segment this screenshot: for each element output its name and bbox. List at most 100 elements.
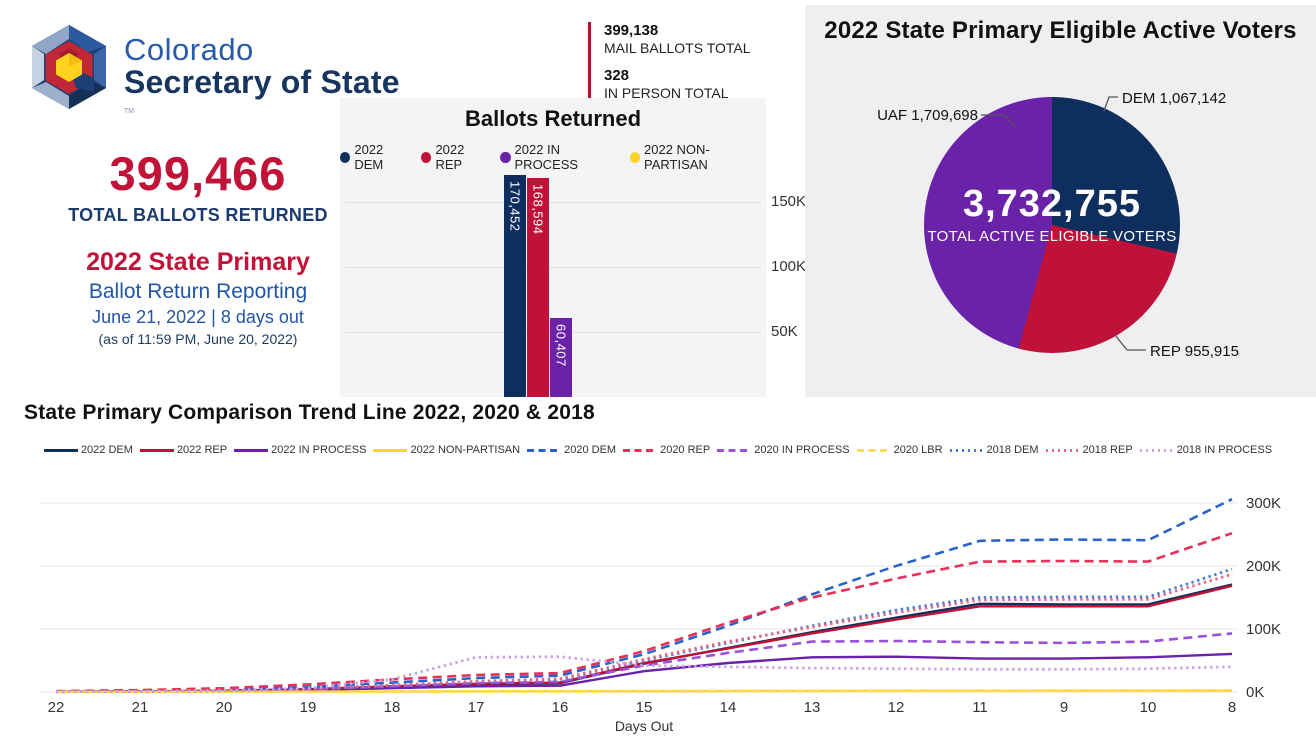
trend-series-2018-rep[interactable] [55,572,1233,694]
trend-x-tick-label: 12 [888,699,905,716]
legend-line-icon [623,448,658,452]
bar-value-label: 60,407 [553,324,569,368]
legend-label: 2022 REP [435,142,465,172]
trend-x-tick-label: 22 [48,699,65,716]
mail-ballots-value: 399,138 [604,22,659,39]
legend-label: 2020 IN PROCESS [754,444,850,456]
bar-value-label: 168,594 [530,183,546,235]
trend-legend-item-2018-rep[interactable]: 2018 REP [1045,444,1133,456]
trend-legend-item-2020-rep[interactable]: 2020 REP [623,444,710,456]
legend-dot-icon [500,151,511,163]
bar-gridline [345,202,761,203]
bar-legend-item-2022-dem[interactable]: 2022 DEM [340,142,412,172]
trend-legend-item-2022-dem[interactable]: 2022 DEM [43,444,133,456]
trend-legend-item-2018-in-process[interactable]: 2018 IN PROCESS [1139,444,1273,456]
trademark-symbol: TM [124,108,135,115]
legend-label: 2022 NON-PARTISAN [410,444,521,456]
legend-dot-icon [421,151,432,163]
trend-x-tick-label: 9 [1060,699,1068,716]
legend-label: 2022 NON-PARTISAN [644,142,710,172]
pie-callout-lines [981,96,1146,351]
trend-series-2020-dem[interactable] [55,498,1233,693]
trend-x-tick-label: 14 [720,699,737,716]
legend-line-icon [1045,448,1080,452]
pie-label-rep: REP 955,915 [1150,343,1239,360]
trend-series-2020-in-process[interactable] [55,632,1233,693]
pie-label-dem: DEM 1,067,142 [1122,90,1227,107]
pie-label-uaf: UAF 1,709,698 [877,107,978,124]
bar-legend-item-2022-in-process[interactable]: 2022 IN PROCESS [500,142,620,172]
bar-2022-in-process[interactable]: 60,407 [550,318,572,397]
trend-y-tick-label: 100K [1246,621,1281,638]
bar-legend-item-2022-non-partisan[interactable]: 2022 NON-PARTISAN [629,142,766,172]
colorado-hexagon-icon [32,25,106,109]
legend-label: 2018 IN PROCESS [1176,444,1273,456]
in-person-stat: 328 IN PERSON TOTAL [604,67,778,101]
trend-x-axis-title: Days Out [615,718,673,734]
legend-label: 2020 LBR [893,444,943,456]
bar-plot-area: 170,452 168,594 60,407 [340,98,766,397]
trend-legend-item-2022-in-process[interactable]: 2022 IN PROCESS [234,444,366,456]
trend-series-2018-dem[interactable] [55,567,1233,694]
trend-x-tick-label: 17 [468,699,485,716]
report-date-line: June 21, 2022 | 8 days out [92,307,304,327]
trend-chart-legend: 2022 DEM 2022 REP 2022 IN PROCESS 2022 NON-… [0,444,1316,456]
bar-chart-legend: 2022 DEM 2022 REP 2022 IN PROCESS 2022 NON-… [340,142,766,172]
bar-value-label: 170,452 [507,181,523,232]
trend-x-tick-label: 11 [972,699,988,716]
trend-legend-item-2020-lbr[interactable]: 2020 LBR [856,444,943,456]
legend-label: 2022 IN PROCESS [271,444,367,456]
trend-y-tick-label: 200K [1246,558,1281,575]
legend-line-icon [373,448,408,452]
bar-2022-dem[interactable]: 170,452 [504,175,526,397]
in-person-label: IN PERSON TOTAL [604,85,729,101]
legend-line-icon [139,448,174,452]
report-asof-line: (as of 11:59 PM, June 20, 2022) [98,331,298,347]
trend-legend-item-2022-rep[interactable]: 2022 REP [139,444,227,456]
legend-line-icon [856,448,891,452]
bar-legend-item-2022-rep[interactable]: 2022 REP [421,142,491,172]
ballots-returned-chart: 170,452 168,594 60,407 Ballots Returned 20… [340,98,766,397]
legend-line-icon [1139,448,1174,452]
legend-label: 2022 DEM [80,444,133,456]
bar-y-tick-label: 150K [771,193,807,210]
trend-legend-item-2020-dem[interactable]: 2020 DEM [527,444,616,456]
bar-y-tick-label: 50K [771,323,798,340]
eligible-voters-chart: 2022 State Primary Eligible Active Voter… [805,5,1316,397]
bar-2022-rep[interactable]: 168,594 [527,177,549,397]
trend-x-tick-label: 15 [636,699,653,716]
pie-chart[interactable] [924,97,1180,353]
trend-line-chart: 0K 100K 200K 300K 22 21 20 19 18 17 16 15 14 13 12 11 9 1… [40,495,1281,734]
pie-chart-title: 2022 State Primary Eligible Active Voter… [824,17,1297,44]
trend-x-tick-label: 16 [552,699,569,716]
legend-label: 2018 REP [1082,444,1133,456]
trend-series-2020-rep[interactable] [55,531,1233,693]
trend-x-tick-label: 18 [384,699,401,716]
legend-line-icon [717,448,752,452]
trend-x-tick-label: 13 [804,699,821,716]
total-ballots-value: 399,466 [109,147,287,200]
trend-legend-item-2020-in-process[interactable]: 2020 IN PROCESS [717,444,850,456]
mail-ballots-stat: 399,138 MAIL BALLOTS TOTAL [604,22,778,56]
trend-series-2022-rep[interactable] [55,584,1233,693]
trend-legend-item-2022-non-partisan[interactable]: 2022 NON-PARTISAN [373,444,520,456]
trend-series-2022-dem[interactable] [55,583,1233,693]
primary-subtitle: Ballot Return Reporting [88,280,308,303]
colorado-sos-logo: Colorado Secretary of State TM [28,22,400,115]
trend-chart-title: State Primary Comparison Trend Line 2022… [24,401,595,424]
primary-title: 2022 State Primary [86,248,310,276]
logo-text-secretary: Secretary of State [124,64,400,101]
trend-x-tick-label: 21 [132,699,149,716]
legend-label: 2022 DEM [354,142,384,172]
bar-gridline [345,267,761,268]
legend-label: 2020 REP [660,444,711,456]
trend-series-2020-lbr[interactable] [56,689,1232,694]
trend-legend-item-2018-dem[interactable]: 2018 DEM [949,444,1039,456]
bar-chart-title: Ballots Returned [464,106,642,131]
legend-label: 2022 IN PROCESS [514,142,579,172]
legend-label: 2018 DEM [986,444,1039,456]
trend-x-tick-label: 20 [216,699,233,716]
legend-line-icon [43,448,78,452]
in-person-value: 328 [604,67,630,84]
